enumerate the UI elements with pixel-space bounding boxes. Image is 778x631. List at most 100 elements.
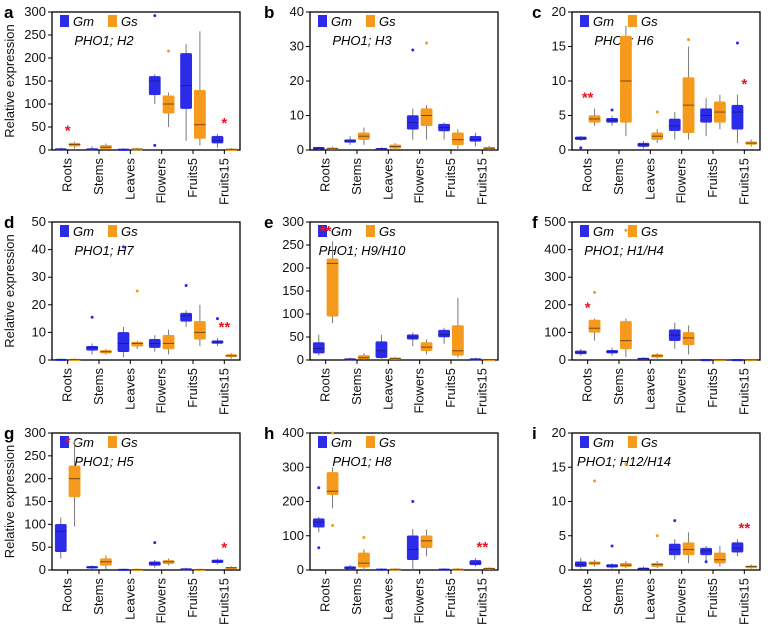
box-gm-leaves [637,141,650,149]
legend-swatch-gs [366,436,375,448]
y-tick-label: 0 [39,352,46,367]
box-gs-fruits15 [483,359,496,362]
box-gm-flowers [406,48,419,140]
box-gm-fruits5 [180,44,192,141]
box-iqr [731,104,744,130]
x-tick-label: Roots [318,158,333,192]
box-gs-fruits5 [714,359,726,362]
legend-label-gm: Gm [593,435,614,450]
y-tick-label: 100 [24,516,46,531]
legend-swatch-gm [580,436,589,448]
box-gm-stems [86,146,98,151]
box-gm-leaves [375,147,388,151]
y-tick-label: 250 [24,27,46,42]
box-iqr [714,552,726,564]
box-gs-fruits5 [452,568,464,571]
outlier-point [331,431,335,435]
box-gs-leaves [131,568,144,571]
box-gm-fruits15 [731,539,744,557]
panel-i: i 0 5 10 15 20 Roots Stems Leaves Flowers Fruits5 F… [532,424,761,625]
outlier-point [153,541,157,545]
x-tick-label: Stems [611,158,626,195]
box-gm-fruits15 [469,132,482,147]
y-axis-label: Relative expression [2,234,17,347]
x-tick-label: Fruits15 [736,158,751,205]
y-tick-label: 200 [282,494,304,509]
significance-mark: * [221,115,227,132]
panel-letter: b [264,3,274,22]
x-tick-label: Flowers [154,368,169,414]
box-gs-stems [358,353,370,360]
box-gs-stems [358,127,370,145]
significance-mark: * [65,123,71,140]
y-tick-label: 10 [552,494,566,509]
box-gm-stems [86,565,98,570]
box-gs-stems [100,555,112,570]
y-tick-label: 150 [24,73,46,88]
box-gs-fruits15 [225,566,238,570]
legend-label-gm: Gm [331,224,352,239]
y-tick-label: 20 [552,4,566,19]
outlier-point [687,38,691,42]
x-tick-label: Fruits15 [736,578,751,625]
x-tick-label: Roots [60,368,75,402]
outlier-point [121,245,125,249]
y-tick-label: 50 [290,329,304,344]
box-gs-roots [588,479,601,567]
y-tick-label: 100 [544,324,566,339]
y-tick-label: 5 [559,528,566,543]
box-gm-flowers [406,332,419,347]
outlier-point [704,560,708,564]
legend-swatch-gs [366,225,375,237]
box-gs-leaves [651,110,664,144]
x-tick-label: Leaves [122,578,137,620]
y-tick-label: 15 [552,39,566,54]
legend-swatch-gm [60,436,69,448]
significance-mark: * [741,76,747,93]
panel-letter: c [532,3,541,22]
box-gs-stems [100,348,112,355]
outlier-point [167,49,171,53]
x-tick-label: Fruits15 [736,368,751,415]
y-tick-label: 250 [24,448,46,463]
box-iqr [358,552,370,568]
x-tick-label: Roots [318,578,333,612]
box-gm-stems [606,544,618,569]
legend-swatch-gs [366,15,375,27]
y-tick-label: 0 [297,562,304,577]
gene-label: PHO1; H2 [74,33,134,48]
y-tick-label: 100 [282,528,304,543]
box-iqr [406,535,419,560]
x-tick-label: Leaves [122,158,137,200]
box-gm-flowers [148,335,161,352]
legend-swatch-gm [60,225,69,237]
box-gm-stems [606,347,618,356]
box-gm-leaves [637,566,650,570]
x-tick-label: Fruits5 [705,158,720,198]
panel-b: b 0 10 20 30 40 Roots Stems Leaves Flowers Fruits5… [264,3,499,205]
x-tick-label: Stems [349,158,364,195]
panel-h: h 0 100 200 300 400 Roots Stems Leaves Flowers Fru… [264,424,499,625]
box-gs-fruits15 [745,564,758,569]
y-tick-label: 40 [32,242,46,257]
x-tick-label: Roots [60,578,75,612]
box-gm-flowers [148,14,161,147]
box-gs-roots [68,358,81,361]
x-tick-label: Fruits15 [474,368,489,415]
x-tick-label: Fruits5 [705,578,720,618]
box-gs-flowers [420,529,433,557]
plot-frame [51,221,241,361]
outlier-point [184,283,188,287]
box-gs-stems [620,462,632,568]
y-tick-label: 200 [544,297,566,312]
box-gm-leaves [117,245,130,358]
x-tick-label: Flowers [412,158,427,204]
y-tick-label: 20 [32,297,46,312]
box-gs-roots [326,241,339,324]
box-gs-flowers [162,49,175,127]
box-gs-leaves [389,143,402,150]
x-tick-label: Fruits15 [474,578,489,625]
box-gs-fruits15 [225,148,238,151]
y-tick-label: 20 [552,425,566,440]
outlier-point [593,479,597,483]
